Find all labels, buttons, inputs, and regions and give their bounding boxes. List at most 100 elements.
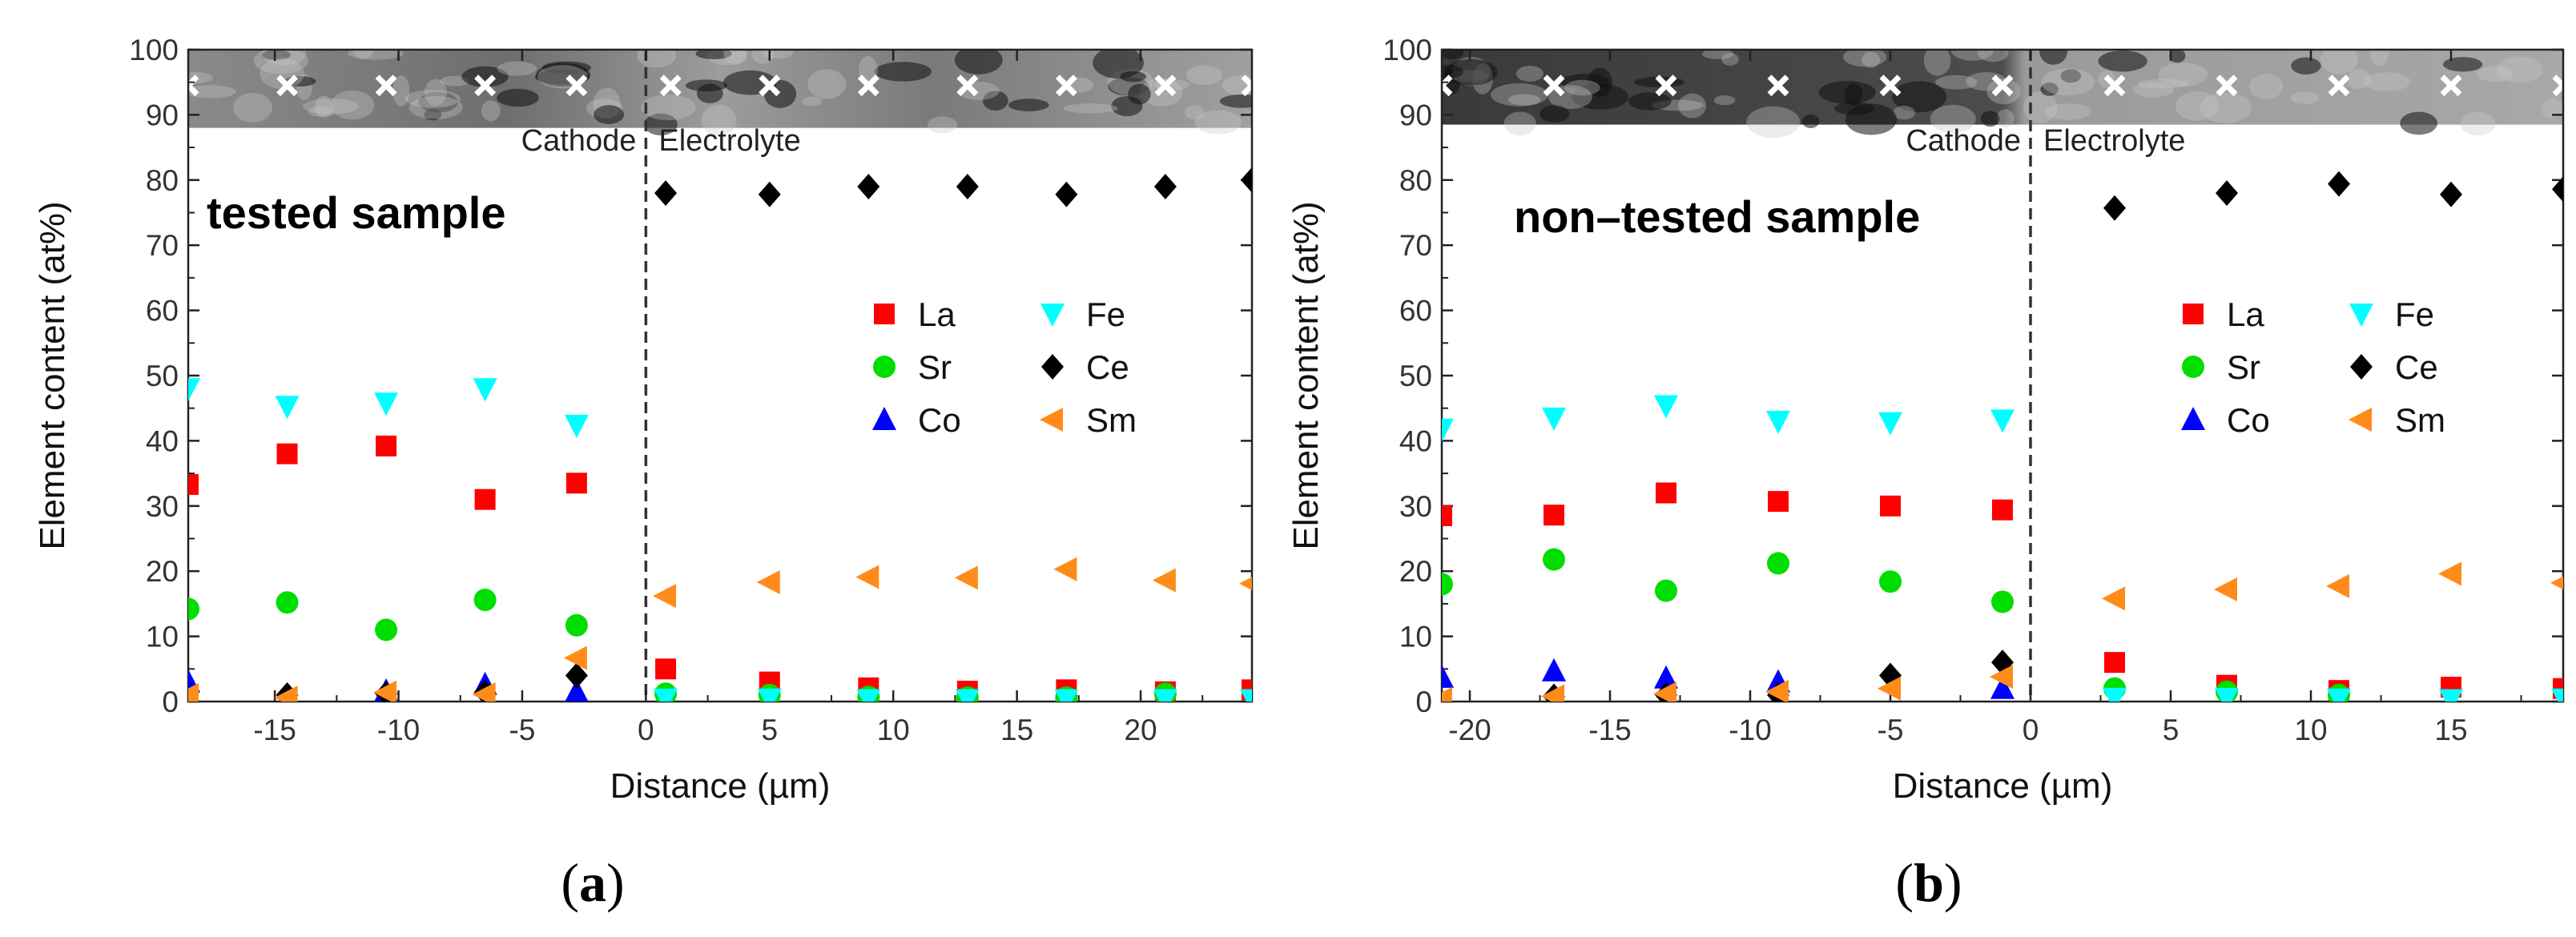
sem-grain [353, 50, 373, 59]
region-label-electrolyte: Electrolyte [658, 124, 800, 158]
x-tick-label: 15 [1000, 714, 1033, 746]
region-label-cathode: Cathode [1906, 124, 2021, 158]
sample-label: non–tested sample [1514, 191, 1920, 242]
sem-grain [1892, 81, 1947, 113]
data-point-sm [1541, 684, 1564, 702]
legend-marker-sm [1040, 408, 1063, 432]
x-tick-label: -10 [377, 714, 420, 746]
measurement-point-cross [2440, 74, 2462, 97]
sem-grain [330, 90, 375, 120]
sem-grain [807, 69, 847, 99]
sem-grain [1515, 66, 1544, 82]
x-tick-label: -20 [1448, 714, 1491, 746]
sem-grain [1572, 83, 1628, 110]
sem-grain [424, 108, 442, 121]
sem-grain [1628, 92, 1672, 111]
cross-stroke [1767, 74, 1789, 97]
legend-marker-co [2181, 407, 2205, 430]
sem-grain [1093, 50, 1144, 79]
data-point-sr [276, 591, 299, 614]
x-tick-label: -5 [509, 714, 535, 746]
sem-grain [2346, 69, 2372, 90]
sem-grain [262, 50, 291, 61]
data-point-sr [1442, 573, 1453, 596]
sem-grain [1713, 95, 1736, 106]
data-point-sm [2214, 577, 2237, 601]
measurement-point-cross [1442, 74, 1453, 97]
data-point-co [1654, 665, 1678, 689]
data-points [188, 167, 1252, 702]
data-point-ce [956, 173, 979, 199]
data-point-fe [757, 688, 782, 702]
cross-stroke [1154, 74, 1177, 97]
data-point-sm [274, 686, 298, 702]
x-tick-label: 10 [2294, 714, 2327, 746]
sem-grain [2290, 91, 2320, 104]
sem-grain [2477, 66, 2514, 82]
y-tick-label: 100 [129, 34, 179, 66]
chart-panel-a: Cathode Electrolyte tested sample 0 10 20 30 40… [33, 34, 1254, 913]
data-point-la [566, 473, 587, 494]
data-point-la [276, 443, 298, 464]
panel-label-part: ) [606, 852, 625, 913]
data-point-fe [1054, 689, 1079, 702]
sem-grain [874, 62, 932, 82]
data-point-fe [1654, 395, 1678, 419]
sem-grain [1678, 93, 1707, 119]
legend-label-ce: Ce [2395, 348, 2438, 386]
sem-grain [1923, 50, 1951, 76]
sem-grain [982, 90, 1008, 111]
y-tick-label: 80 [1399, 164, 1432, 197]
measurement-point-cross [1879, 74, 1902, 97]
sem-grain [302, 98, 360, 115]
sem-grain [1935, 74, 1978, 90]
cross-stroke [1241, 74, 1252, 90]
x-axis-title: Distance (µm) [1893, 766, 2113, 806]
sem-grain [1564, 79, 1600, 96]
cross-stroke [956, 74, 979, 97]
sem-grain [2023, 91, 2058, 124]
data-point-sm [1765, 679, 1789, 702]
sem-grain [315, 95, 332, 118]
y-tick-label: 50 [1399, 360, 1432, 392]
measurement-point-cross [188, 74, 199, 97]
sem-grain [1845, 103, 1898, 135]
data-point-co [1442, 664, 1454, 688]
x-tick-label: -15 [1588, 714, 1631, 746]
data-point-fe [1878, 412, 1902, 436]
y-tick-label: 10 [1399, 621, 1432, 653]
y-tick-label: 70 [1399, 229, 1432, 262]
y-tick-label: 10 [146, 621, 179, 653]
sem-grain [1818, 81, 1876, 104]
data-point-fe [2215, 687, 2239, 702]
sem-grain [2400, 111, 2438, 135]
sem-grain [1978, 50, 2009, 62]
sem-grain [1194, 110, 1242, 135]
data-point-sm [1442, 686, 1452, 702]
sem-grain [802, 96, 823, 107]
legend-label-sm: Sm [1086, 401, 1137, 439]
legend-label-sm: Sm [2395, 401, 2445, 439]
y-tick-label: 20 [1399, 555, 1432, 588]
data-point-sr [1543, 548, 1565, 571]
sem-grain [641, 95, 696, 121]
sem-grain [1950, 50, 1994, 61]
measurement-point-cross [474, 74, 497, 97]
sem-grain [260, 58, 304, 90]
data-point-fe [1766, 410, 1790, 434]
data-point-ce [565, 662, 588, 689]
sem-grain [347, 50, 405, 60]
data-point-fe [2439, 689, 2463, 702]
sem-grain [2040, 82, 2059, 96]
measurement-point-cross [2552, 74, 2563, 97]
sem-grain [1185, 65, 1223, 85]
y-tick-label: 20 [146, 555, 179, 588]
sem-grain [2169, 50, 2186, 63]
cross-stroke [1543, 74, 1565, 97]
data-point-fe [473, 378, 497, 402]
sem-grain [1721, 53, 1739, 66]
sem-grain [751, 50, 775, 64]
legend-marker-la [2183, 304, 2204, 324]
data-point-sm [2438, 561, 2461, 586]
